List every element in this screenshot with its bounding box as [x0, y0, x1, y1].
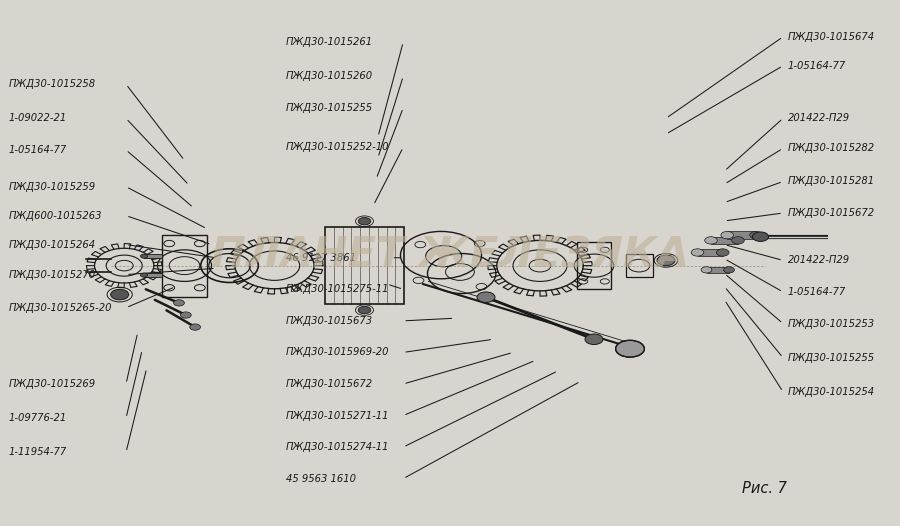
Circle shape — [140, 273, 148, 277]
Text: ПЖД30-1015255: ПЖД30-1015255 — [788, 352, 875, 363]
Circle shape — [705, 237, 717, 244]
Circle shape — [724, 267, 734, 273]
Circle shape — [140, 254, 148, 258]
Text: ПЖД30-1015252-10: ПЖД30-1015252-10 — [286, 142, 390, 153]
Circle shape — [180, 312, 191, 318]
Text: ПЖД30-1015254: ПЖД30-1015254 — [788, 387, 875, 397]
Circle shape — [750, 231, 762, 239]
Circle shape — [721, 231, 734, 239]
Circle shape — [752, 232, 769, 241]
Text: ПЖД600-1015263: ПЖД600-1015263 — [9, 210, 103, 221]
Bar — [577, 242, 611, 289]
Bar — [727, 231, 756, 239]
Circle shape — [585, 334, 603, 345]
Bar — [144, 254, 162, 258]
Text: ПЖД30-1015260: ПЖД30-1015260 — [286, 71, 374, 82]
Text: ПЖД30-1015673: ПЖД30-1015673 — [286, 316, 374, 326]
Text: 1-05164-77: 1-05164-77 — [788, 287, 846, 297]
Bar — [144, 273, 162, 277]
Text: 201422-П29: 201422-П29 — [788, 113, 850, 124]
Text: ПЖД30-1015674: ПЖД30-1015674 — [788, 32, 875, 42]
Text: ПЖД30-1015275-11: ПЖД30-1015275-11 — [286, 284, 390, 295]
Text: ПЖД30-1015258: ПЖД30-1015258 — [9, 79, 96, 89]
Bar — [162, 235, 207, 297]
Circle shape — [616, 340, 644, 357]
Text: 1-09776-21: 1-09776-21 — [9, 413, 68, 423]
Text: ПЖД30-1015672: ПЖД30-1015672 — [788, 208, 875, 218]
Bar — [325, 227, 404, 304]
Text: ПЖД30-1015282: ПЖД30-1015282 — [788, 143, 875, 154]
Text: ПЖД30-1015281: ПЖД30-1015281 — [788, 176, 875, 187]
Text: 201422-П29: 201422-П29 — [788, 255, 850, 266]
Text: 45 9563 1610: 45 9563 1610 — [286, 473, 356, 484]
Circle shape — [358, 218, 371, 225]
Text: ПЖД30-1015255: ПЖД30-1015255 — [286, 103, 374, 113]
Circle shape — [701, 267, 712, 273]
Circle shape — [691, 249, 704, 256]
Text: ПЛАНЕТ ЖЕЛЕЗЯКА: ПЛАНЕТ ЖЕЛЕЗЯКА — [211, 234, 689, 276]
Circle shape — [190, 324, 201, 330]
Bar — [698, 249, 723, 256]
Text: ПЖД30-1015261: ПЖД30-1015261 — [286, 37, 374, 47]
Text: Рис. 7: Рис. 7 — [742, 481, 788, 495]
Bar — [706, 267, 729, 273]
Circle shape — [657, 255, 675, 266]
Circle shape — [358, 306, 371, 313]
Text: ПЖД30-1015253: ПЖД30-1015253 — [788, 318, 875, 329]
Circle shape — [716, 249, 729, 256]
Text: ПЖД30-1015270: ПЖД30-1015270 — [9, 269, 96, 280]
Circle shape — [477, 292, 495, 302]
Text: 1-05164-77: 1-05164-77 — [788, 60, 846, 71]
Text: 1-09022-21: 1-09022-21 — [9, 113, 68, 124]
Circle shape — [732, 237, 744, 244]
Text: ПЖД30-1015269: ПЖД30-1015269 — [9, 379, 96, 389]
Text: ПЖД30-1015259: ПЖД30-1015259 — [9, 181, 96, 192]
Text: ПЖД30-1015265-20: ПЖД30-1015265-20 — [9, 302, 112, 313]
Text: 46 9117 3861: 46 9117 3861 — [286, 252, 356, 263]
Text: ПЖД30-1015264: ПЖД30-1015264 — [9, 239, 96, 250]
Circle shape — [174, 300, 184, 306]
Text: ПЖД30-1015672: ПЖД30-1015672 — [286, 379, 374, 389]
Text: 1-11954-77: 1-11954-77 — [9, 447, 68, 458]
Bar — [626, 254, 652, 277]
Circle shape — [111, 289, 129, 300]
Text: ПЖД30-1015271-11: ПЖД30-1015271-11 — [286, 410, 390, 421]
Text: 1-05164-77: 1-05164-77 — [9, 145, 68, 155]
Bar — [711, 237, 738, 244]
Text: ПЖД30-1015969-20: ПЖД30-1015969-20 — [286, 347, 390, 358]
Text: ПЖД30-1015274-11: ПЖД30-1015274-11 — [286, 442, 390, 452]
